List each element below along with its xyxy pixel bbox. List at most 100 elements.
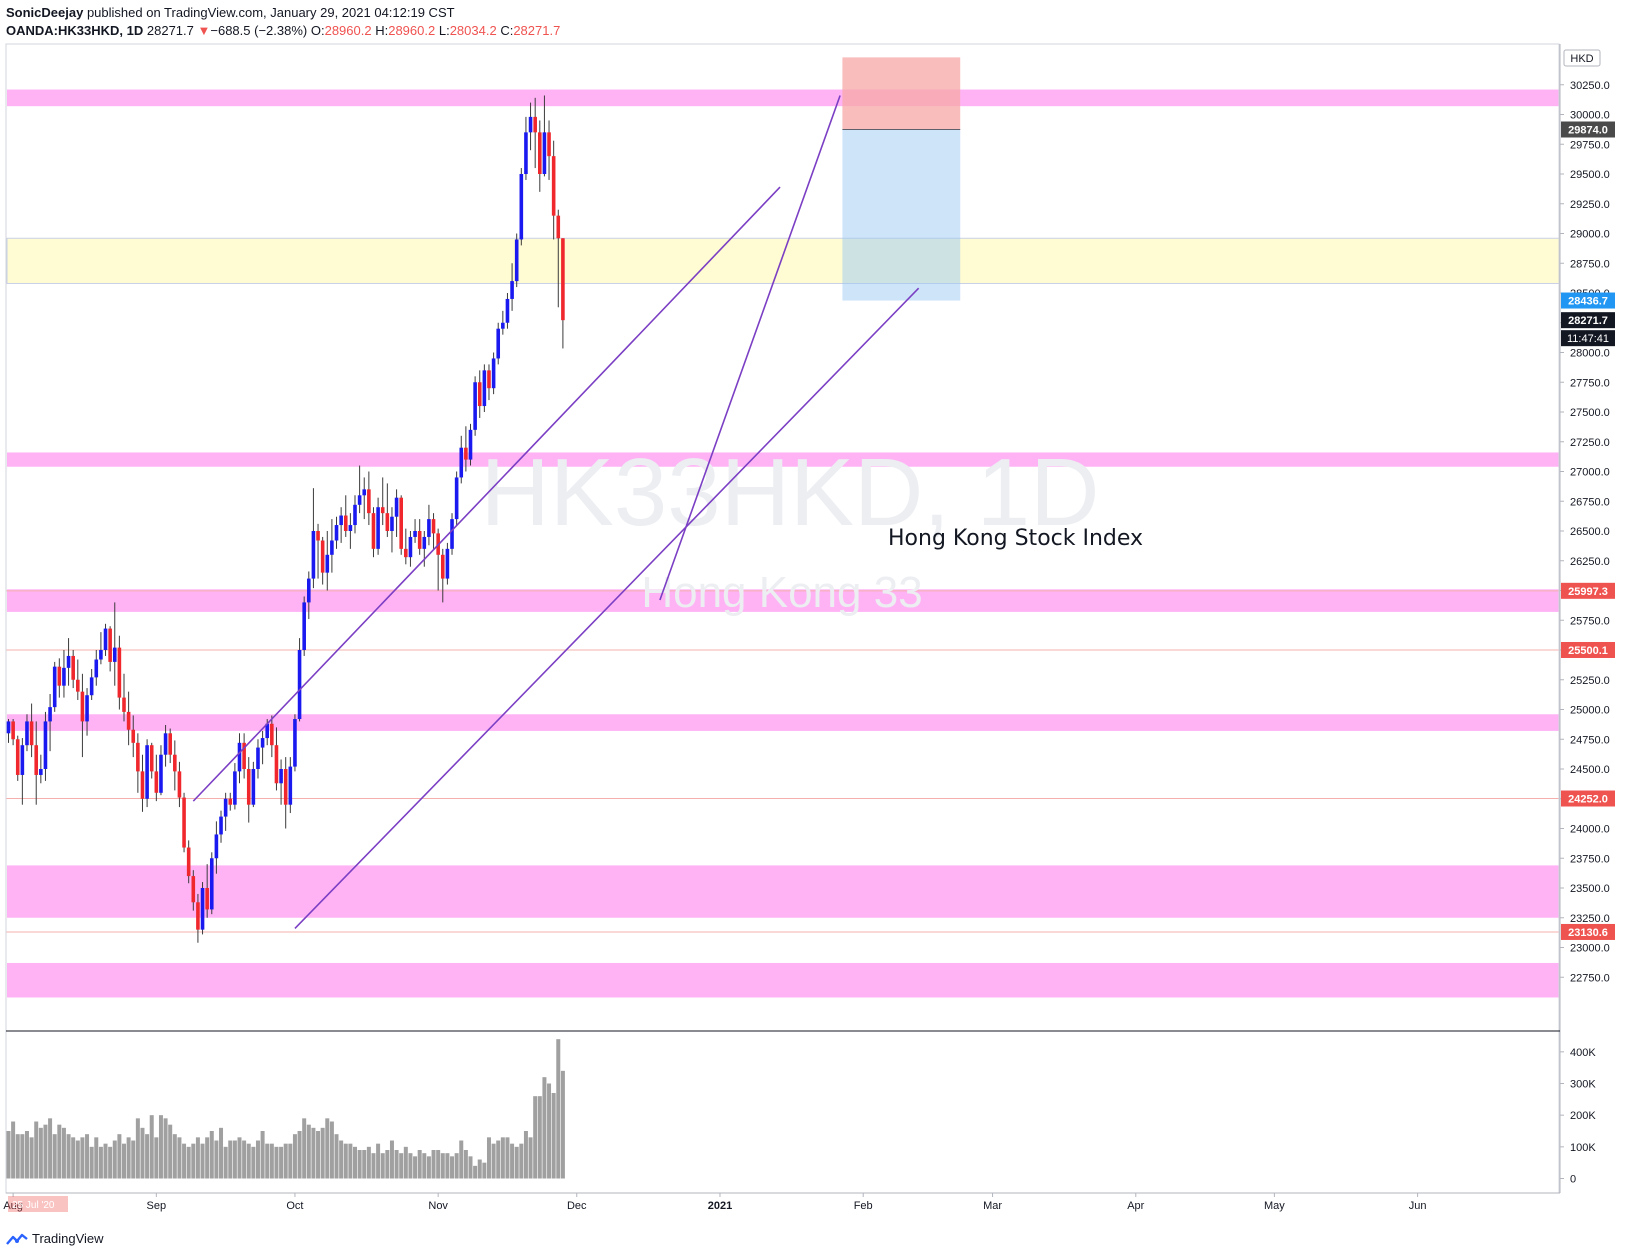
price-label-bg xyxy=(1561,790,1615,807)
volume-bar xyxy=(500,1137,505,1179)
volume-bar xyxy=(38,1127,43,1179)
price-tick-label: 29500.0 xyxy=(1570,169,1610,181)
trendline-1[interactable] xyxy=(192,186,781,802)
volume-tick-label: 400K xyxy=(1570,1047,1596,1059)
volume-bar xyxy=(362,1150,367,1179)
candle-down xyxy=(464,447,468,460)
price-axis[interactable]: 22750.0 23000.0 23250.0 23500.0 23750.0 24000… xyxy=(1560,49,1610,1186)
candle-up xyxy=(251,769,256,805)
author-name[interactable]: SonicDeejay xyxy=(6,5,84,20)
watermark-title: HK33HKD, 1D xyxy=(481,439,1100,546)
trendline-2[interactable] xyxy=(294,287,920,930)
price-tick-label: 24000.0 xyxy=(1570,824,1610,836)
volume-bar xyxy=(302,1118,307,1179)
candle-up xyxy=(219,816,223,835)
footer-brand[interactable]: TradingView xyxy=(32,1231,104,1246)
candle-down xyxy=(283,769,288,805)
volume-bar xyxy=(260,1131,265,1179)
volume-bar xyxy=(505,1137,510,1179)
time-tick-label: May xyxy=(1264,1200,1285,1212)
volume-bar xyxy=(459,1140,464,1179)
volume-bar xyxy=(477,1159,482,1179)
zone-yellow-1[interactable] xyxy=(6,237,1560,284)
candle-up xyxy=(159,754,163,793)
candle-down xyxy=(242,742,246,769)
candle-up xyxy=(214,834,219,859)
candle-down xyxy=(246,769,251,805)
volume-bar xyxy=(237,1137,242,1179)
volume-bar xyxy=(163,1118,168,1179)
candle-down xyxy=(404,548,408,558)
countdown: 11:47:41 xyxy=(1567,333,1609,345)
volume-bar xyxy=(510,1143,515,1179)
currency-badge[interactable] xyxy=(1563,49,1601,67)
last-price: 28271.7 xyxy=(146,23,194,38)
candle-up xyxy=(339,515,343,526)
trendlines-layer[interactable] xyxy=(192,95,920,930)
candle-down xyxy=(191,876,196,903)
volume-bar xyxy=(551,1093,556,1179)
price-tick-label: 28750.0 xyxy=(1570,258,1610,270)
price-tick-label: 28000.0 xyxy=(1570,348,1610,360)
candle-up xyxy=(66,655,71,668)
candle-down xyxy=(173,754,177,772)
volume-bar xyxy=(158,1115,163,1179)
long-position-tool[interactable] xyxy=(842,57,961,301)
volume-bar xyxy=(542,1077,547,1179)
volume-bar xyxy=(311,1127,316,1179)
price-labels-layer: 29874.0 28436.7 28271.7 25997.3 25500.1 24252… xyxy=(1561,121,1615,940)
volume-bar xyxy=(117,1134,122,1179)
volume-bar xyxy=(20,1134,25,1179)
symbol-label[interactable]: OANDA:HK33HKD, 1D xyxy=(6,23,144,38)
zone-pink-3[interactable] xyxy=(7,589,1559,612)
candle-up xyxy=(297,650,302,720)
volume-tick-label: 100K xyxy=(1570,1142,1596,1154)
volume-bar xyxy=(43,1124,48,1179)
volume-bar xyxy=(357,1150,362,1179)
price-label: 24252.0 xyxy=(1568,794,1608,806)
volume-bar xyxy=(547,1083,552,1179)
volume-bar xyxy=(403,1146,408,1179)
volume-bar xyxy=(408,1153,413,1179)
time-tick-label: Aug xyxy=(3,1200,23,1212)
candle-up xyxy=(311,531,316,579)
candle-up xyxy=(112,647,117,662)
candle-down xyxy=(154,771,159,793)
date-badge-bg xyxy=(8,1196,68,1212)
zone-pink-4[interactable] xyxy=(7,714,1559,731)
candle-down xyxy=(186,847,191,877)
volume-bar xyxy=(89,1146,94,1179)
volume-bar xyxy=(85,1134,90,1179)
zone-pink-2[interactable] xyxy=(7,452,1559,467)
trendline-3[interactable] xyxy=(659,95,841,601)
zone-pink-0[interactable] xyxy=(7,89,1559,107)
time-axis[interactable]: Aug Sep Oct Nov Dec 2021 Feb Mar Apr May Jun 25 Jul… xyxy=(3,1193,1426,1212)
candle-up xyxy=(62,667,66,686)
zone-pink-6[interactable] xyxy=(7,962,1559,998)
candle-up xyxy=(542,132,547,174)
candle-up xyxy=(473,382,477,430)
volume-bar xyxy=(523,1131,528,1179)
volume-bar xyxy=(154,1137,159,1179)
price-tick-label: 23750.0 xyxy=(1570,853,1610,865)
time-tick-label: Mar xyxy=(983,1200,1002,1212)
stop-loss-zone[interactable] xyxy=(842,57,961,130)
volume-bar xyxy=(34,1121,39,1179)
volume-bar xyxy=(366,1146,371,1179)
volume-bar xyxy=(195,1137,200,1179)
volume-bar xyxy=(528,1137,533,1179)
volume-layer xyxy=(6,1039,565,1179)
candle-down xyxy=(15,739,20,775)
candle-down xyxy=(556,215,561,239)
chart-annotation[interactable]: Hong Kong Stock Index xyxy=(888,526,1143,551)
volume-bar xyxy=(232,1140,237,1179)
volume-bar xyxy=(394,1150,399,1179)
candle-up xyxy=(103,628,108,650)
volume-bar xyxy=(80,1137,85,1179)
candle-up xyxy=(25,721,29,746)
take-profit-zone[interactable] xyxy=(842,129,961,301)
zone-pink-5[interactable] xyxy=(7,865,1559,918)
tradingview-logo-icon[interactable] xyxy=(6,1232,28,1246)
candle-down xyxy=(399,497,403,549)
